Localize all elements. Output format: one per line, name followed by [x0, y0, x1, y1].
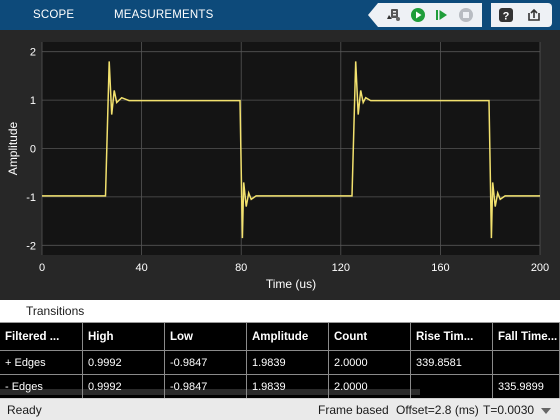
table-cell: -0.9847 — [165, 375, 247, 399]
row-divider-shade — [0, 389, 420, 395]
table-cell: 0.9992 — [83, 351, 165, 375]
table-cell: 1.9839 — [247, 351, 329, 375]
table-cell: 339.8581 — [411, 351, 493, 375]
help-icon[interactable]: ? — [498, 7, 514, 23]
y-tick-label: 0 — [30, 144, 36, 156]
y-tick-label: 1 — [30, 95, 36, 107]
status-ready: Ready — [7, 403, 42, 417]
svg-text:?: ? — [503, 11, 510, 23]
stop-icon[interactable] — [458, 7, 474, 23]
y-axis-label: Amplitude — [6, 122, 20, 176]
table-cell: 2.0000 — [329, 375, 411, 399]
x-tick-label: 200 — [531, 262, 549, 274]
plot-area: 0 40 80 120 160 200 2 1 0 -1 -2 Time (us) Amplitud… — [0, 30, 560, 300]
column-header[interactable]: Count — [329, 323, 411, 351]
status-time: T=0.0030 — [483, 403, 535, 417]
status-offset: Offset=2.8 (ms) — [396, 403, 479, 417]
highlight-signal-icon[interactable] — [386, 7, 402, 23]
panel-title: Transitions — [26, 304, 85, 318]
column-header[interactable]: Filtered ... — [0, 323, 83, 351]
table-cell: -0.9847 — [165, 351, 247, 375]
transitions-table: Filtered ... High Low Amplitude Count Rise Ti… — [0, 322, 560, 399]
status-bar: Ready Frame based Offset=2.8 (ms) T=0.00… — [0, 398, 560, 420]
column-header[interactable]: Rise Tim... — [411, 323, 493, 351]
x-tick-label: 80 — [235, 262, 247, 274]
x-axis-label: Time (us) — [266, 277, 316, 291]
undock-icon[interactable] — [526, 7, 542, 23]
table-cell — [493, 351, 560, 375]
scope-plot[interactable]: 0 40 80 120 160 200 2 1 0 -1 -2 Time (us) Amplitud… — [0, 30, 560, 300]
status-frame-mode: Frame based — [318, 403, 389, 417]
table-cell: 0.9992 — [83, 375, 165, 399]
toolstrip: SCOPE MEASUREMENTS ? — [0, 0, 560, 30]
table-cell: 1.9839 — [247, 375, 329, 399]
x-tick-label: 160 — [431, 262, 449, 274]
y-tick-label: -1 — [26, 192, 36, 204]
y-tick-label: 2 — [30, 47, 36, 59]
tab-scope[interactable]: SCOPE — [33, 9, 75, 21]
x-tick-label: 0 — [39, 262, 45, 274]
transitions-panel: Transitions Filtered ... High Low Amplitude… — [0, 300, 560, 399]
tick-labels: 0 40 80 120 160 200 2 1 0 -1 -2 — [26, 47, 549, 274]
table-cell: - Edges — [0, 375, 83, 399]
x-tick-label: 40 — [135, 262, 147, 274]
column-header[interactable]: Amplitude — [247, 323, 329, 351]
tab-measurements[interactable]: MEASUREMENTS — [114, 9, 214, 21]
column-header[interactable]: High — [83, 323, 165, 351]
x-tick-label: 120 — [332, 262, 350, 274]
run-icon[interactable] — [410, 7, 426, 23]
table-cell: + Edges — [0, 351, 83, 375]
column-header[interactable]: Low — [165, 323, 247, 351]
table-cell: 2.0000 — [329, 351, 411, 375]
status-menu-arrow-icon[interactable] — [540, 407, 552, 415]
signal-trace — [42, 61, 540, 239]
step-forward-icon[interactable] — [434, 7, 450, 23]
y-tick-label: -2 — [26, 240, 36, 252]
column-header[interactable]: Fall Time... — [493, 323, 560, 351]
table-cell — [411, 375, 493, 399]
table-cell: 335.9899 — [493, 375, 560, 399]
